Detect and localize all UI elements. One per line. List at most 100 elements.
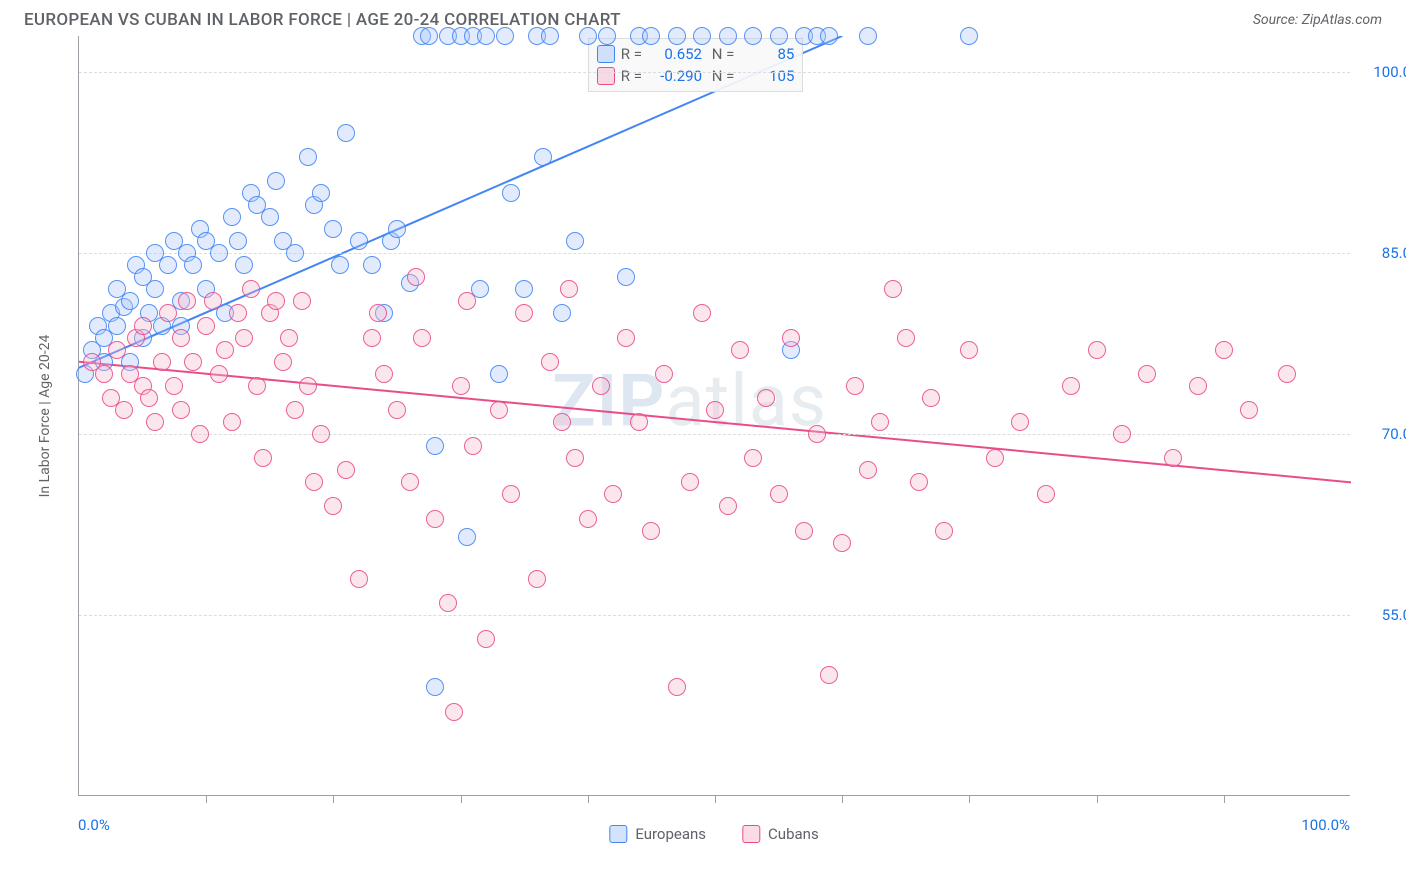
data-point-cubans <box>305 473 323 491</box>
data-point-cubans <box>910 473 928 491</box>
chart-title: EUROPEAN VS CUBAN IN LABOR FORCE | AGE 2… <box>24 10 621 30</box>
series-legend: EuropeansCubans <box>609 814 818 854</box>
data-point-cubans <box>172 329 190 347</box>
data-point-cubans <box>407 268 425 286</box>
data-point-europeans <box>210 244 228 262</box>
data-point-europeans <box>579 27 597 45</box>
stats-row-cubans: R =-0.290 N =105 <box>597 65 795 87</box>
data-point-cubans <box>1215 341 1233 359</box>
chart-source: Source: ZipAtlas.com <box>1253 12 1382 28</box>
data-point-europeans <box>617 268 635 286</box>
data-point-cubans <box>1138 365 1156 383</box>
data-point-europeans <box>534 148 552 166</box>
data-point-cubans <box>502 485 520 503</box>
data-point-cubans <box>426 510 444 528</box>
data-point-cubans <box>274 353 292 371</box>
data-point-cubans <box>95 365 113 383</box>
data-point-europeans <box>324 220 342 238</box>
data-point-europeans <box>146 280 164 298</box>
x-axis-max-label: 100.0% <box>1301 816 1350 834</box>
data-point-cubans <box>363 329 381 347</box>
data-point-cubans <box>1189 377 1207 395</box>
data-point-cubans <box>731 341 749 359</box>
data-point-europeans <box>490 365 508 383</box>
data-point-cubans <box>235 329 253 347</box>
data-point-cubans <box>744 449 762 467</box>
data-point-europeans <box>337 124 355 142</box>
x-tick <box>969 795 970 803</box>
data-point-europeans <box>312 184 330 202</box>
data-point-europeans <box>388 220 406 238</box>
y-tick-label: 85.0% <box>1358 244 1406 262</box>
data-point-cubans <box>153 353 171 371</box>
data-point-europeans <box>331 256 349 274</box>
data-point-cubans <box>1113 425 1131 443</box>
data-point-cubans <box>350 570 368 588</box>
data-point-cubans <box>1088 341 1106 359</box>
data-point-cubans <box>477 630 495 648</box>
data-point-europeans <box>496 27 514 45</box>
n-label: N = <box>708 67 734 85</box>
data-point-cubans <box>1037 485 1055 503</box>
data-point-cubans <box>1240 401 1258 419</box>
data-point-cubans <box>1011 413 1029 431</box>
data-point-cubans <box>859 461 877 479</box>
data-point-cubans <box>445 703 463 721</box>
data-point-europeans <box>642 27 660 45</box>
data-point-cubans <box>579 510 597 528</box>
legend-label-cubans: Cubans <box>768 825 819 843</box>
data-point-cubans <box>324 497 342 515</box>
data-point-cubans <box>165 377 183 395</box>
data-point-europeans <box>108 317 126 335</box>
data-point-europeans <box>515 280 533 298</box>
x-tick <box>461 795 462 803</box>
gridline <box>79 72 1350 73</box>
data-point-cubans <box>178 292 196 310</box>
chart-container: In Labor Force | Age 20-24 ZIPatlas R =0… <box>24 36 1382 814</box>
data-point-europeans <box>363 256 381 274</box>
data-point-europeans <box>598 27 616 45</box>
data-point-cubans <box>293 292 311 310</box>
data-point-cubans <box>515 304 533 322</box>
legend-swatch-europeans <box>609 825 627 843</box>
data-point-cubans <box>820 666 838 684</box>
data-point-cubans <box>159 304 177 322</box>
data-point-cubans <box>655 365 673 383</box>
x-tick <box>715 795 716 803</box>
data-point-europeans <box>420 27 438 45</box>
gridline <box>79 615 1350 616</box>
data-point-cubans <box>808 425 826 443</box>
data-point-cubans <box>960 341 978 359</box>
source-name: ZipAtlas.com <box>1302 12 1382 28</box>
data-point-cubans <box>299 377 317 395</box>
data-point-cubans <box>464 437 482 455</box>
data-point-europeans <box>267 172 285 190</box>
data-point-europeans <box>744 27 762 45</box>
data-point-cubans <box>146 413 164 431</box>
data-point-cubans <box>108 341 126 359</box>
data-point-cubans <box>986 449 1004 467</box>
data-point-cubans <box>795 522 813 540</box>
data-point-cubans <box>935 522 953 540</box>
data-point-cubans <box>604 485 622 503</box>
data-point-cubans <box>642 522 660 540</box>
data-point-europeans <box>719 27 737 45</box>
data-point-europeans <box>960 27 978 45</box>
data-point-europeans <box>184 256 202 274</box>
data-point-cubans <box>242 280 260 298</box>
r-value-europeans: 0.652 <box>648 45 702 63</box>
data-point-cubans <box>254 449 272 467</box>
data-point-europeans <box>859 27 877 45</box>
r-label: R = <box>621 67 642 85</box>
data-point-cubans <box>592 377 610 395</box>
n-value-europeans: 85 <box>740 45 794 63</box>
data-point-cubans <box>770 485 788 503</box>
data-point-europeans <box>426 678 444 696</box>
data-point-cubans <box>210 365 228 383</box>
legend-swatch-cubans <box>742 825 760 843</box>
data-point-cubans <box>337 461 355 479</box>
data-point-cubans <box>681 473 699 491</box>
data-point-cubans <box>401 473 419 491</box>
data-point-cubans <box>184 353 202 371</box>
legend-swatch-cubans <box>597 67 615 85</box>
